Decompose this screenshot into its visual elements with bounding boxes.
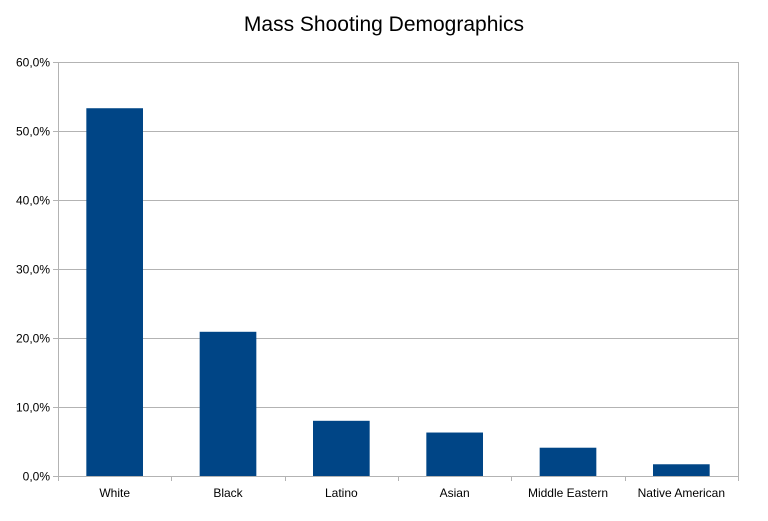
x-tick-label: White bbox=[99, 486, 130, 500]
y-tick-label: 0,0% bbox=[23, 470, 51, 484]
bar-asian bbox=[426, 432, 483, 476]
gridlines bbox=[58, 62, 738, 477]
y-tick-label: 20,0% bbox=[16, 332, 50, 346]
y-tick-label: 10,0% bbox=[16, 401, 50, 415]
x-tick-label: Asian bbox=[440, 486, 470, 500]
y-tick-label: 50,0% bbox=[16, 125, 50, 139]
x-tick-labels: White Black Latino Asian Middle Eastern Nativ… bbox=[99, 486, 725, 500]
y-tick-label: 40,0% bbox=[16, 194, 50, 208]
chart-title: Mass Shooting Demographics bbox=[243, 13, 525, 36]
bar-black bbox=[199, 331, 257, 476]
x-tick-label: Middle Eastern bbox=[528, 486, 608, 500]
bar-middle-eastern bbox=[539, 447, 597, 476]
y-tick-label: 60,0% bbox=[16, 56, 50, 70]
bar-native-american bbox=[653, 464, 710, 476]
x-tick-label: Latino bbox=[325, 486, 358, 500]
bars bbox=[86, 108, 710, 476]
bar-white bbox=[86, 108, 143, 476]
y-tick-label: 30,0% bbox=[16, 263, 50, 277]
x-tick-label: Black bbox=[213, 486, 243, 500]
x-tick-label: Native American bbox=[638, 486, 725, 500]
bar-latino bbox=[313, 420, 370, 476]
y-tick-labels: 0,0% 10,0% 20,0% 30,0% 40,0% 50,0% 60,0% bbox=[16, 56, 50, 484]
axes bbox=[53, 62, 739, 481]
